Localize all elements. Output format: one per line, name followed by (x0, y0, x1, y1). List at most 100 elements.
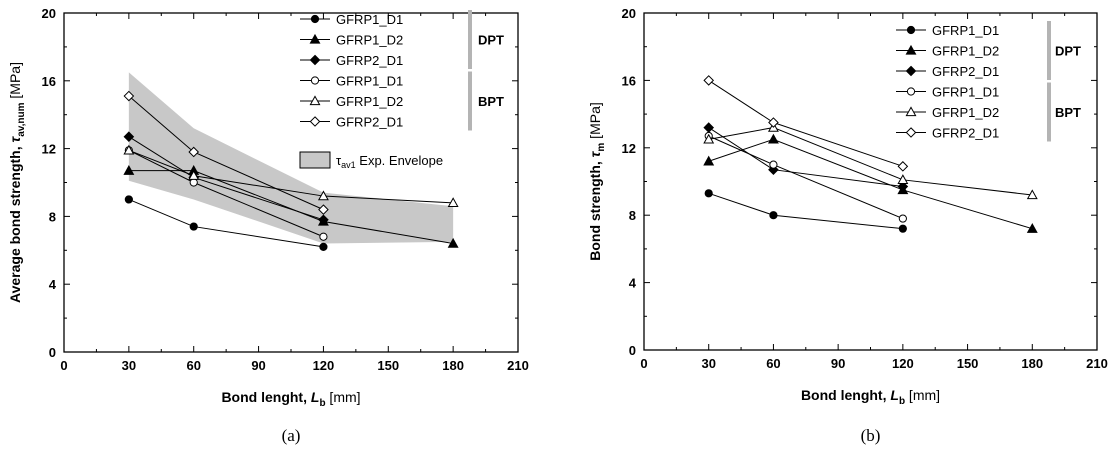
y-tick-label: 12 (622, 141, 636, 156)
legend-envelope-subscript: av1 (341, 160, 356, 170)
legend-marker (905, 127, 917, 138)
legend-envelope-text: Exp. Envelope (356, 153, 443, 168)
legend-envelope-label: τav1 Exp. Envelope (336, 153, 443, 170)
legend-label: GFRP2_D1 (336, 115, 403, 130)
chart-panel-b: 0 30 60 90 120 150 180 210048121620GFRP1_D1GFRP… (587, 6, 1108, 445)
data-point-marker (447, 197, 459, 208)
y-tick-label: 0 (629, 343, 636, 358)
x-tick-label: 30 (122, 358, 136, 373)
series-gfrp1-d2-open (703, 121, 1038, 200)
legend-label: GFRP1_D2 (336, 33, 403, 48)
x-tick-label: 210 (507, 358, 529, 373)
data-point-marker (318, 204, 329, 215)
y-axis-title-subscript: av,num (16, 102, 27, 136)
data-point-marker (767, 133, 779, 144)
legend-label: GFRP1_D1 (336, 12, 403, 27)
x-axis-title-subscript: b (899, 396, 905, 407)
data-point-marker (703, 122, 715, 133)
y-tick-label: 20 (622, 6, 636, 21)
x-tick-label: 90 (831, 356, 845, 371)
data-point-marker (897, 174, 909, 184)
y-tick-label: 0 (49, 345, 56, 360)
y-tick-label: 4 (49, 277, 57, 292)
x-tick-label: 30 (701, 356, 715, 371)
data-point-marker (898, 224, 907, 233)
data-point-marker (188, 146, 200, 158)
legend-label: GFRP1_D1 (336, 74, 403, 89)
data-point-marker (704, 189, 713, 198)
data-point-marker (124, 195, 133, 204)
data-point-marker (769, 211, 778, 220)
experimental-envelope-band (128, 72, 454, 244)
y-tick-label: 16 (42, 74, 56, 89)
plot-frame (643, 12, 1098, 351)
y-axis-title: Bond strength, τm [MPa] (587, 102, 607, 261)
series-line (708, 79, 904, 167)
series-line (708, 138, 1033, 230)
data-point-marker (897, 181, 909, 192)
y-tick-label: 12 (42, 142, 56, 157)
series-line (128, 149, 454, 204)
x-axis-title: Bond lenght, Lb [mm] (801, 387, 940, 407)
data-point-marker (123, 90, 135, 102)
y-axis-title-text: Bond strength, (587, 157, 603, 260)
x-tick-label: 90 (251, 358, 265, 373)
y-tick-label: 16 (622, 73, 636, 88)
series-gfrp2-d1-open (703, 75, 909, 172)
legend-envelope-symbol: τ (336, 153, 342, 168)
x-tick-label: 210 (1086, 356, 1108, 371)
data-point-marker (189, 178, 198, 187)
legend-marker (310, 76, 320, 85)
legend-group-bracket (1047, 82, 1051, 142)
legend-group-bracket (468, 71, 472, 131)
legend: GFRP1_D1 GFRP1_D2 GFRP2_D1 GFRP1_D1 GFRP1_D2… (299, 10, 504, 170)
panel-label: (a) (282, 426, 301, 445)
data-point-marker (319, 242, 328, 252)
y-axis-title-subscript: m (596, 143, 607, 152)
series-line (708, 127, 1033, 196)
legend-label: GFRP1_D2 (932, 44, 999, 59)
x-tick-label: 60 (186, 358, 200, 373)
panel-label: (b) (861, 426, 881, 445)
data-point-marker (319, 232, 328, 241)
legend-label: GFRP1_D2 (932, 105, 999, 120)
data-point-marker (318, 214, 329, 226)
data-point-marker (123, 165, 135, 175)
data-point-marker (447, 237, 459, 248)
data-point-marker (703, 75, 715, 86)
data-point-marker (1026, 223, 1038, 233)
x-axis-title: Bond lenght, Lb [mm] (221, 389, 360, 409)
data-point-marker (189, 222, 198, 231)
x-tick-label: 180 (1021, 356, 1043, 371)
data-point-marker (769, 160, 778, 169)
y-tick-label: 4 (629, 276, 637, 291)
series-line (708, 135, 904, 220)
legend-group-label: BPT (1055, 105, 1081, 120)
x-axis-title-symbol: L (311, 389, 320, 405)
x-tick-label: 120 (313, 358, 335, 373)
x-tick-label: 60 (766, 356, 780, 371)
x-axis-title-subscript: b (319, 398, 325, 409)
legend-label: GFRP2_D1 (932, 126, 999, 141)
series-gfrp1-d1-open (704, 131, 907, 223)
legend-marker (905, 44, 917, 55)
data-point-marker (897, 161, 909, 172)
legend-label: GFRP1_D1 (932, 85, 999, 100)
y-axis-title-text: Average bond strength, (7, 142, 23, 303)
data-point-marker (898, 214, 907, 223)
legend-label: GFRP1_D1 (932, 23, 999, 38)
x-tick-label: 0 (60, 358, 67, 373)
series-line (708, 192, 903, 230)
data-point-marker (703, 133, 715, 144)
x-tick-label: 180 (442, 358, 464, 373)
legend-marker (309, 116, 321, 127)
legend-group-label: DPT (1055, 44, 1081, 59)
data-point-marker (703, 155, 715, 166)
legend-group-label: BPT (478, 94, 504, 109)
legend-marker (309, 95, 321, 106)
y-tick-label: 8 (49, 209, 56, 224)
x-axis-title-symbol: L (890, 387, 899, 403)
x-tick-label: 150 (957, 356, 979, 371)
legend-marker (906, 87, 916, 96)
